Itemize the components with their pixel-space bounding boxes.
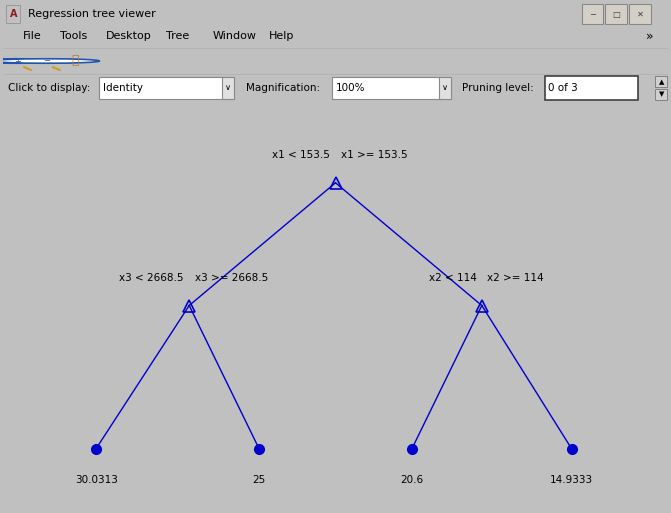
Text: x3 >= 2668.5: x3 >= 2668.5 [195,273,268,283]
Bar [656,76,668,88]
Bar [656,89,668,100]
Text: ✕: ✕ [637,10,643,18]
Circle shape [0,59,99,63]
Bar [439,77,450,99]
Text: x2 >= 114: x2 >= 114 [487,273,544,283]
Text: A: A [10,9,17,19]
Text: +: + [14,56,21,66]
Bar [545,76,638,100]
Text: x1 < 153.5: x1 < 153.5 [272,150,330,160]
Text: Window: Window [213,31,256,41]
Text: 0 of 3: 0 of 3 [548,83,578,93]
Bar [629,4,651,24]
Bar [605,4,627,24]
Text: Tree: Tree [166,31,189,41]
Text: 100%: 100% [336,83,365,93]
Text: Regression tree viewer: Regression tree viewer [28,9,156,19]
Text: »: » [646,30,654,43]
Bar [223,77,234,99]
Text: ─: ─ [590,10,595,18]
Text: 30.0313: 30.0313 [74,475,117,485]
Text: 14.9333: 14.9333 [550,475,593,485]
Bar [99,77,232,99]
Text: 20.6: 20.6 [401,475,423,485]
Text: Identity: Identity [103,83,143,93]
Text: x2 < 114: x2 < 114 [429,273,476,283]
Text: ∨: ∨ [442,84,448,92]
Bar [582,4,603,24]
Bar [332,77,448,99]
Text: Desktop: Desktop [106,31,152,41]
Text: ▲: ▲ [659,79,664,85]
Bar [5,5,20,23]
Text: ∨: ∨ [225,84,231,92]
Text: x1 >= 153.5: x1 >= 153.5 [341,150,407,160]
Text: □: □ [612,10,620,18]
Text: x3 < 2668.5: x3 < 2668.5 [119,273,184,283]
Circle shape [0,59,71,63]
Text: −: − [43,56,50,66]
Text: Pruning level:: Pruning level: [462,83,533,93]
Text: Tools: Tools [60,31,87,41]
Text: ✋: ✋ [71,54,79,68]
Text: 25: 25 [252,475,266,485]
Text: Help: Help [269,31,295,41]
Text: ▼: ▼ [659,91,664,97]
Text: Click to display:: Click to display: [8,83,91,93]
Text: Magnification:: Magnification: [246,83,320,93]
Text: File: File [23,31,42,41]
